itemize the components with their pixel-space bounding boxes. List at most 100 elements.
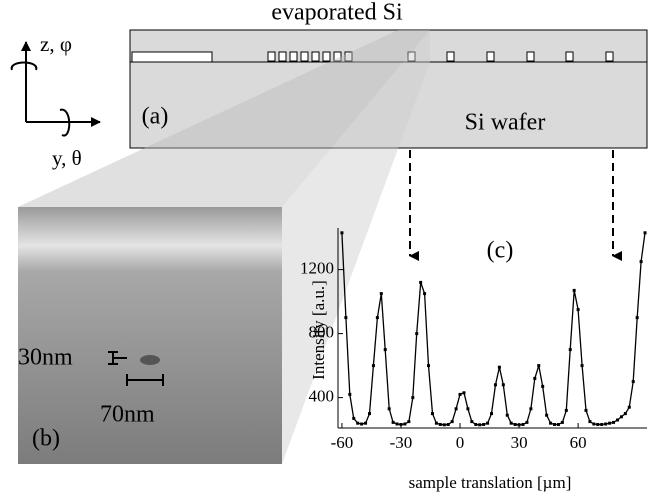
panel-label: (b)	[32, 426, 60, 452]
data-point	[411, 396, 414, 399]
data-point	[474, 423, 477, 426]
panel-label: (a)	[142, 104, 169, 130]
data-point	[392, 421, 395, 424]
axis-z-label: z, φ	[40, 32, 72, 56]
data-point	[380, 292, 383, 295]
data-point	[506, 414, 509, 417]
data-point	[608, 422, 611, 425]
schematic-title: evaporated Si	[271, 0, 403, 26]
data-point	[565, 409, 568, 412]
data-point	[360, 423, 363, 426]
data-point	[486, 422, 489, 425]
width-label: 70nm	[100, 402, 155, 428]
x-axis-label: sample translation [µm]	[409, 473, 572, 492]
data-point	[352, 417, 355, 420]
data-point	[604, 423, 607, 426]
data-point	[482, 423, 485, 426]
pad	[132, 52, 212, 62]
data-point	[640, 260, 643, 263]
figure: evaporated Si (a) Si wafer z, φ y, θ 30n…	[0, 0, 648, 497]
data-point	[525, 421, 528, 424]
height-label: 30nm	[18, 345, 73, 371]
data-point	[541, 385, 544, 388]
data-point	[451, 420, 454, 423]
data-point	[396, 423, 399, 426]
data-point	[490, 412, 493, 415]
data-point	[533, 377, 536, 380]
data-point	[616, 419, 619, 422]
substrate-label: Si wafer	[465, 110, 546, 136]
data-point	[514, 423, 517, 426]
data-point	[636, 316, 639, 319]
data-point	[431, 412, 434, 415]
data-point	[344, 316, 347, 319]
data-point	[628, 406, 631, 409]
data-point	[372, 364, 375, 367]
data-point	[407, 420, 410, 423]
channel-cross-section	[140, 355, 160, 365]
data-point	[470, 420, 473, 423]
data-point	[632, 380, 635, 383]
data-point	[557, 423, 560, 426]
data-point	[423, 292, 426, 295]
data-point	[612, 421, 615, 424]
data-point	[388, 407, 391, 410]
data-point	[553, 423, 556, 426]
data-point	[455, 407, 458, 410]
data-point	[494, 383, 497, 386]
data-point	[439, 423, 442, 426]
data-point	[518, 423, 521, 426]
data-point	[462, 391, 465, 394]
data-point	[478, 423, 481, 426]
data-point	[443, 423, 446, 426]
data-point	[569, 348, 572, 351]
data-point	[561, 421, 564, 424]
data-point	[502, 383, 505, 386]
data-point	[376, 316, 379, 319]
data-point	[340, 231, 343, 234]
data-point	[573, 289, 576, 292]
data-point	[620, 415, 623, 418]
data-point	[435, 422, 438, 425]
x-tick-label: -30	[390, 433, 413, 452]
y-tick-label: 1200	[300, 259, 334, 278]
data-point	[466, 407, 469, 410]
data-point	[644, 231, 647, 234]
data-point	[419, 281, 422, 284]
data-point	[498, 366, 501, 369]
data-point	[537, 364, 540, 367]
data-point	[368, 412, 371, 415]
y-tick-label: 800	[309, 323, 335, 342]
data-point	[447, 423, 450, 426]
axes-icon	[12, 42, 100, 136]
data-point	[545, 414, 548, 417]
data-point	[364, 422, 367, 425]
data-point	[592, 423, 595, 426]
x-tick-label: 60	[570, 433, 587, 452]
data-point	[584, 409, 587, 412]
data-point	[522, 423, 525, 426]
data-point	[415, 332, 418, 335]
data-point	[529, 407, 532, 410]
data-point	[577, 308, 580, 311]
data-point	[596, 423, 599, 426]
data-point	[348, 393, 351, 396]
panel-label: (c)	[487, 238, 514, 264]
data-point	[624, 412, 627, 415]
data-point	[600, 423, 603, 426]
data-point	[403, 423, 406, 426]
x-tick-label: 30	[511, 433, 528, 452]
data-point	[588, 420, 591, 423]
y-tick-label: 400	[309, 387, 335, 406]
x-tick-label: -60	[331, 433, 354, 452]
data-point	[399, 423, 402, 426]
data-point	[459, 393, 462, 396]
data-point	[549, 422, 552, 425]
data-point	[581, 364, 584, 367]
axis-y-label: y, θ	[52, 146, 82, 170]
data-point	[427, 364, 430, 367]
data-point	[356, 422, 359, 425]
data-point	[510, 422, 513, 425]
data-point	[384, 348, 387, 351]
x-tick-label: 0	[456, 433, 465, 452]
